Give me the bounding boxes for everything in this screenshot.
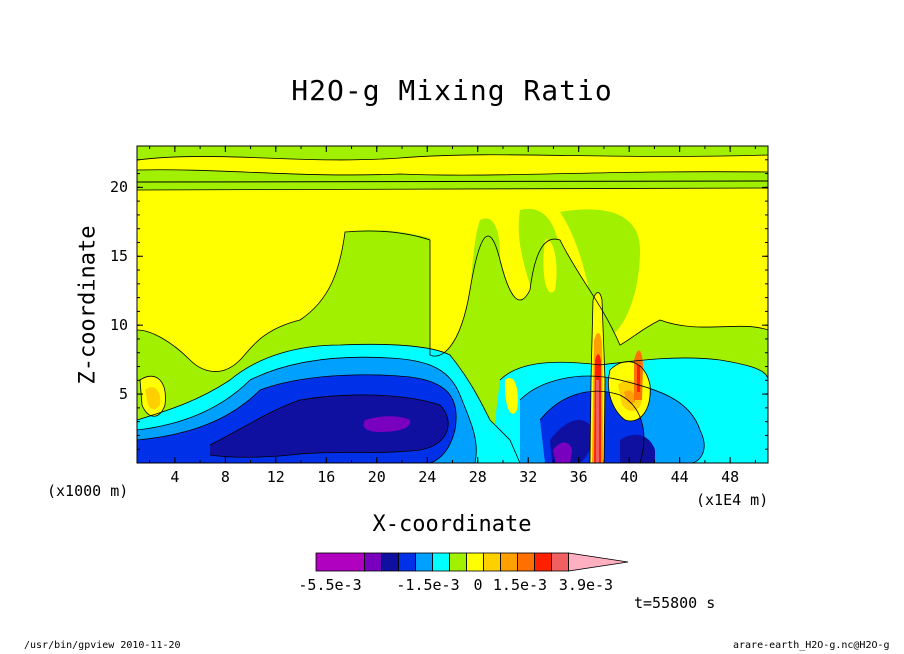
- colorbar-label: -5.5e-3: [298, 576, 362, 594]
- colorbar-swatch: [466, 552, 484, 572]
- y-tick-label: 10: [109, 316, 128, 335]
- x-unit-left: (x1000 m): [47, 482, 129, 500]
- y-tick-label: 5: [118, 385, 128, 404]
- x-tick-label: 32: [519, 468, 538, 486]
- footer-left: /usr/bin/gpview 2010-11-20: [24, 640, 181, 651]
- x-tick-label: 20: [367, 468, 386, 486]
- footer-right: arare-earth_H2O-g.nc@H2O-g: [733, 640, 890, 651]
- y-tick-label: 15: [109, 247, 128, 266]
- contour-field: [137, 146, 768, 463]
- colorbar-label: -1.5e-3: [396, 576, 460, 594]
- time-label: t=55800 s: [634, 594, 716, 612]
- colorbar-label: 0: [473, 576, 483, 594]
- x-tick-label: 40: [620, 468, 639, 486]
- y-axis-label: Z-coordinate: [75, 225, 101, 385]
- colorbar-label: 1.5e-3: [492, 576, 548, 594]
- colorbar-swatch: [364, 552, 382, 572]
- chart-title: H2O-g Mixing Ratio: [291, 74, 613, 107]
- colorbar-swatch: [568, 552, 629, 572]
- x-axis-label: X-coordinate: [372, 512, 532, 537]
- colorbar-swatch: [315, 552, 365, 572]
- x-tick-label: 16: [317, 468, 336, 486]
- colorbar-swatch: [551, 552, 569, 572]
- x-tick-label: 8: [220, 468, 230, 486]
- colorbar-swatch: [500, 552, 518, 572]
- colorbar-swatch: [415, 552, 433, 572]
- colorbar-swatch: [432, 552, 450, 572]
- colorbar: [315, 552, 629, 572]
- colorbar-swatch: [534, 552, 552, 572]
- x-tick-label: 12: [266, 468, 285, 486]
- colorbar-label: 3.9e-3: [558, 576, 614, 594]
- x-tick-label: 36: [569, 468, 588, 486]
- colorbar-swatch: [483, 552, 501, 572]
- colorbar-swatch: [398, 552, 416, 572]
- x-unit-right: (x1E4 m): [696, 491, 769, 509]
- x-tick-label: 48: [721, 468, 740, 486]
- y-tick-label: 20: [109, 178, 128, 197]
- x-tick-label: 28: [468, 468, 487, 486]
- colorbar-swatch: [381, 552, 399, 572]
- x-tick-label: 24: [418, 468, 437, 486]
- colorbar-swatch: [517, 552, 535, 572]
- colorbar-swatch: [449, 552, 467, 572]
- x-tick-label: 44: [670, 468, 689, 486]
- x-tick-label: 4: [170, 468, 180, 486]
